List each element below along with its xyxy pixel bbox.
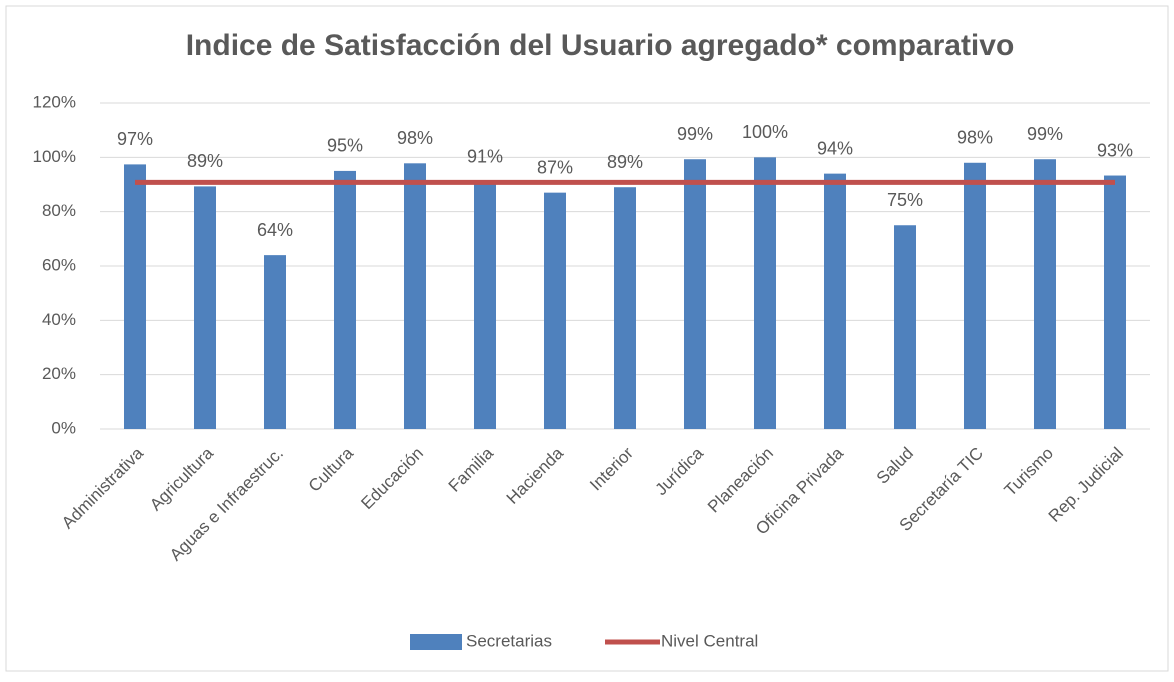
bar bbox=[1034, 159, 1056, 430]
legend-swatch bbox=[410, 634, 462, 650]
data-label: 99% bbox=[1027, 124, 1063, 144]
data-label: 95% bbox=[327, 136, 363, 156]
bar bbox=[544, 192, 566, 429]
legend-label: Secretarias bbox=[466, 631, 552, 650]
data-label: 87% bbox=[537, 157, 573, 177]
bar bbox=[404, 163, 426, 429]
data-label: 64% bbox=[257, 220, 293, 240]
y-tick-label: 120% bbox=[33, 92, 76, 111]
chart-frame bbox=[5, 5, 1169, 672]
bar bbox=[964, 162, 986, 429]
bar bbox=[1104, 175, 1126, 429]
data-label: 94% bbox=[817, 138, 853, 158]
y-tick-label: 60% bbox=[42, 255, 76, 274]
data-label: 75% bbox=[887, 190, 923, 210]
bar bbox=[684, 159, 706, 430]
y-tick-label: 40% bbox=[42, 310, 76, 329]
data-label: 98% bbox=[957, 128, 993, 148]
data-label: 97% bbox=[117, 129, 153, 149]
data-label: 98% bbox=[397, 128, 433, 148]
legend-label: Nivel Central bbox=[661, 631, 758, 650]
bar bbox=[264, 255, 286, 429]
data-label: 91% bbox=[467, 147, 503, 167]
data-label: 89% bbox=[607, 152, 643, 172]
bar bbox=[754, 157, 776, 430]
data-label: 100% bbox=[742, 122, 788, 142]
bar bbox=[194, 186, 216, 429]
bar bbox=[474, 181, 496, 429]
chart-title: Indice de Satisfacción del Usuario agreg… bbox=[186, 29, 1015, 62]
data-label: 99% bbox=[677, 124, 713, 144]
y-tick-label: 100% bbox=[33, 147, 76, 166]
data-label: 93% bbox=[1097, 140, 1133, 160]
bar bbox=[334, 170, 356, 429]
data-label: 89% bbox=[187, 151, 223, 171]
bar bbox=[124, 164, 146, 429]
y-tick-label: 80% bbox=[42, 201, 76, 220]
y-tick-label: 0% bbox=[51, 418, 76, 437]
y-tick-label: 20% bbox=[42, 364, 76, 383]
bar bbox=[824, 173, 846, 429]
bar bbox=[894, 225, 916, 429]
bar bbox=[614, 187, 636, 429]
